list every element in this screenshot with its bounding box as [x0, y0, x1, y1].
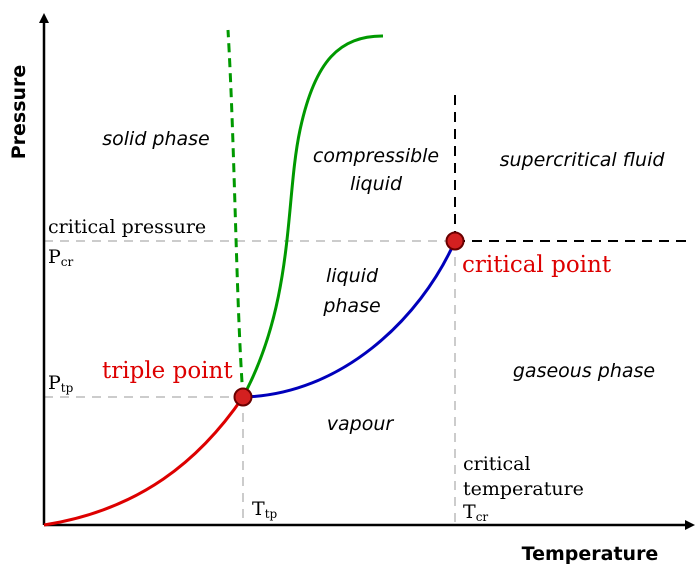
compressible-liquid-label-line2: liquid: [350, 173, 403, 195]
t-cr-label: Tcr: [463, 501, 488, 524]
critical-temperature-label-line1: critical: [463, 453, 531, 475]
p-tp-label: Ptp: [48, 372, 74, 395]
critical-temperature-label-line2: temperature: [463, 478, 584, 500]
compressible-liquid-label-line1: compressible: [313, 145, 439, 167]
critical-point-label: critical point: [462, 252, 612, 278]
melting-curve: [241, 34, 384, 398]
vapour-label: vapour: [327, 413, 395, 435]
critical-pressure-label: critical pressure: [48, 216, 206, 238]
anomalous-melting-curve: [226, 29, 245, 398]
t-tp-label: Ttp: [252, 498, 278, 521]
x-axis-label: Temperature: [522, 543, 659, 565]
triple-point-marker: [233, 387, 253, 407]
y-axis-label: Pressure: [8, 65, 30, 160]
gaseous-phase-label: gaseous phase: [513, 360, 655, 382]
p-cr-label: Pcr: [48, 246, 74, 269]
guide-lines: [44, 240, 456, 525]
liquid-phase-label-line2: phase: [322, 295, 380, 317]
triple-point-label: triple point: [102, 358, 233, 384]
critical-point-marker: [445, 231, 465, 251]
liquid-phase-label-line1: liquid: [326, 265, 379, 287]
solid-phase-label: solid phase: [102, 128, 210, 150]
vaporization-curve: [242, 240, 457, 399]
supercritical-fluid-label: supercritical fluid: [500, 149, 666, 171]
sublimation-curve: [43, 396, 245, 527]
supercritical-boundary: [454, 92, 686, 242]
